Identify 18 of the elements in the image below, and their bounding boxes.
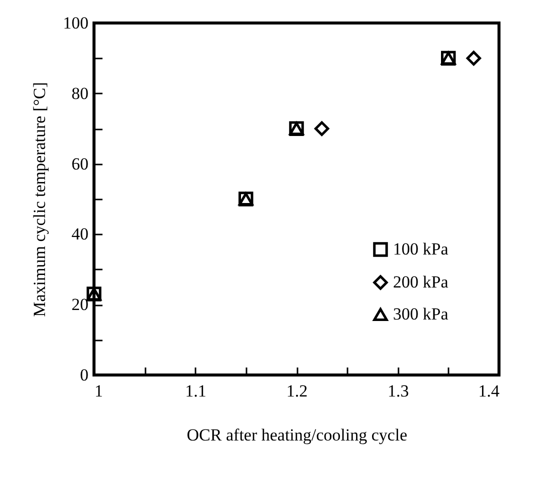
legend-label: 200 kPa xyxy=(393,272,449,292)
x-tick-label: 1 xyxy=(94,382,103,400)
x-tick-label: 1.4 xyxy=(478,382,500,400)
legend-label: 300 kPa xyxy=(393,304,449,324)
point xyxy=(466,50,482,66)
point xyxy=(314,121,330,136)
y-tick-label: 100 xyxy=(63,14,88,32)
x-axis-title: OCR after heating/cooling cycle xyxy=(186,426,408,444)
y-tick-label: 40 xyxy=(72,224,88,244)
legend-label: 100 kPa xyxy=(393,240,449,258)
y-tick-label: 20 xyxy=(72,295,88,314)
y-tick-label: 0 xyxy=(80,366,88,384)
y-axis-title: Maximum cyclic temperature [°C] xyxy=(30,82,49,317)
y-tick-label: 60 xyxy=(72,154,88,174)
x-tick-label: 1.3 xyxy=(388,382,409,400)
y-tick-label: 80 xyxy=(72,84,88,103)
x-tick-label: 1.1 xyxy=(185,382,206,400)
x-tick-label: 1.2 xyxy=(286,382,308,400)
